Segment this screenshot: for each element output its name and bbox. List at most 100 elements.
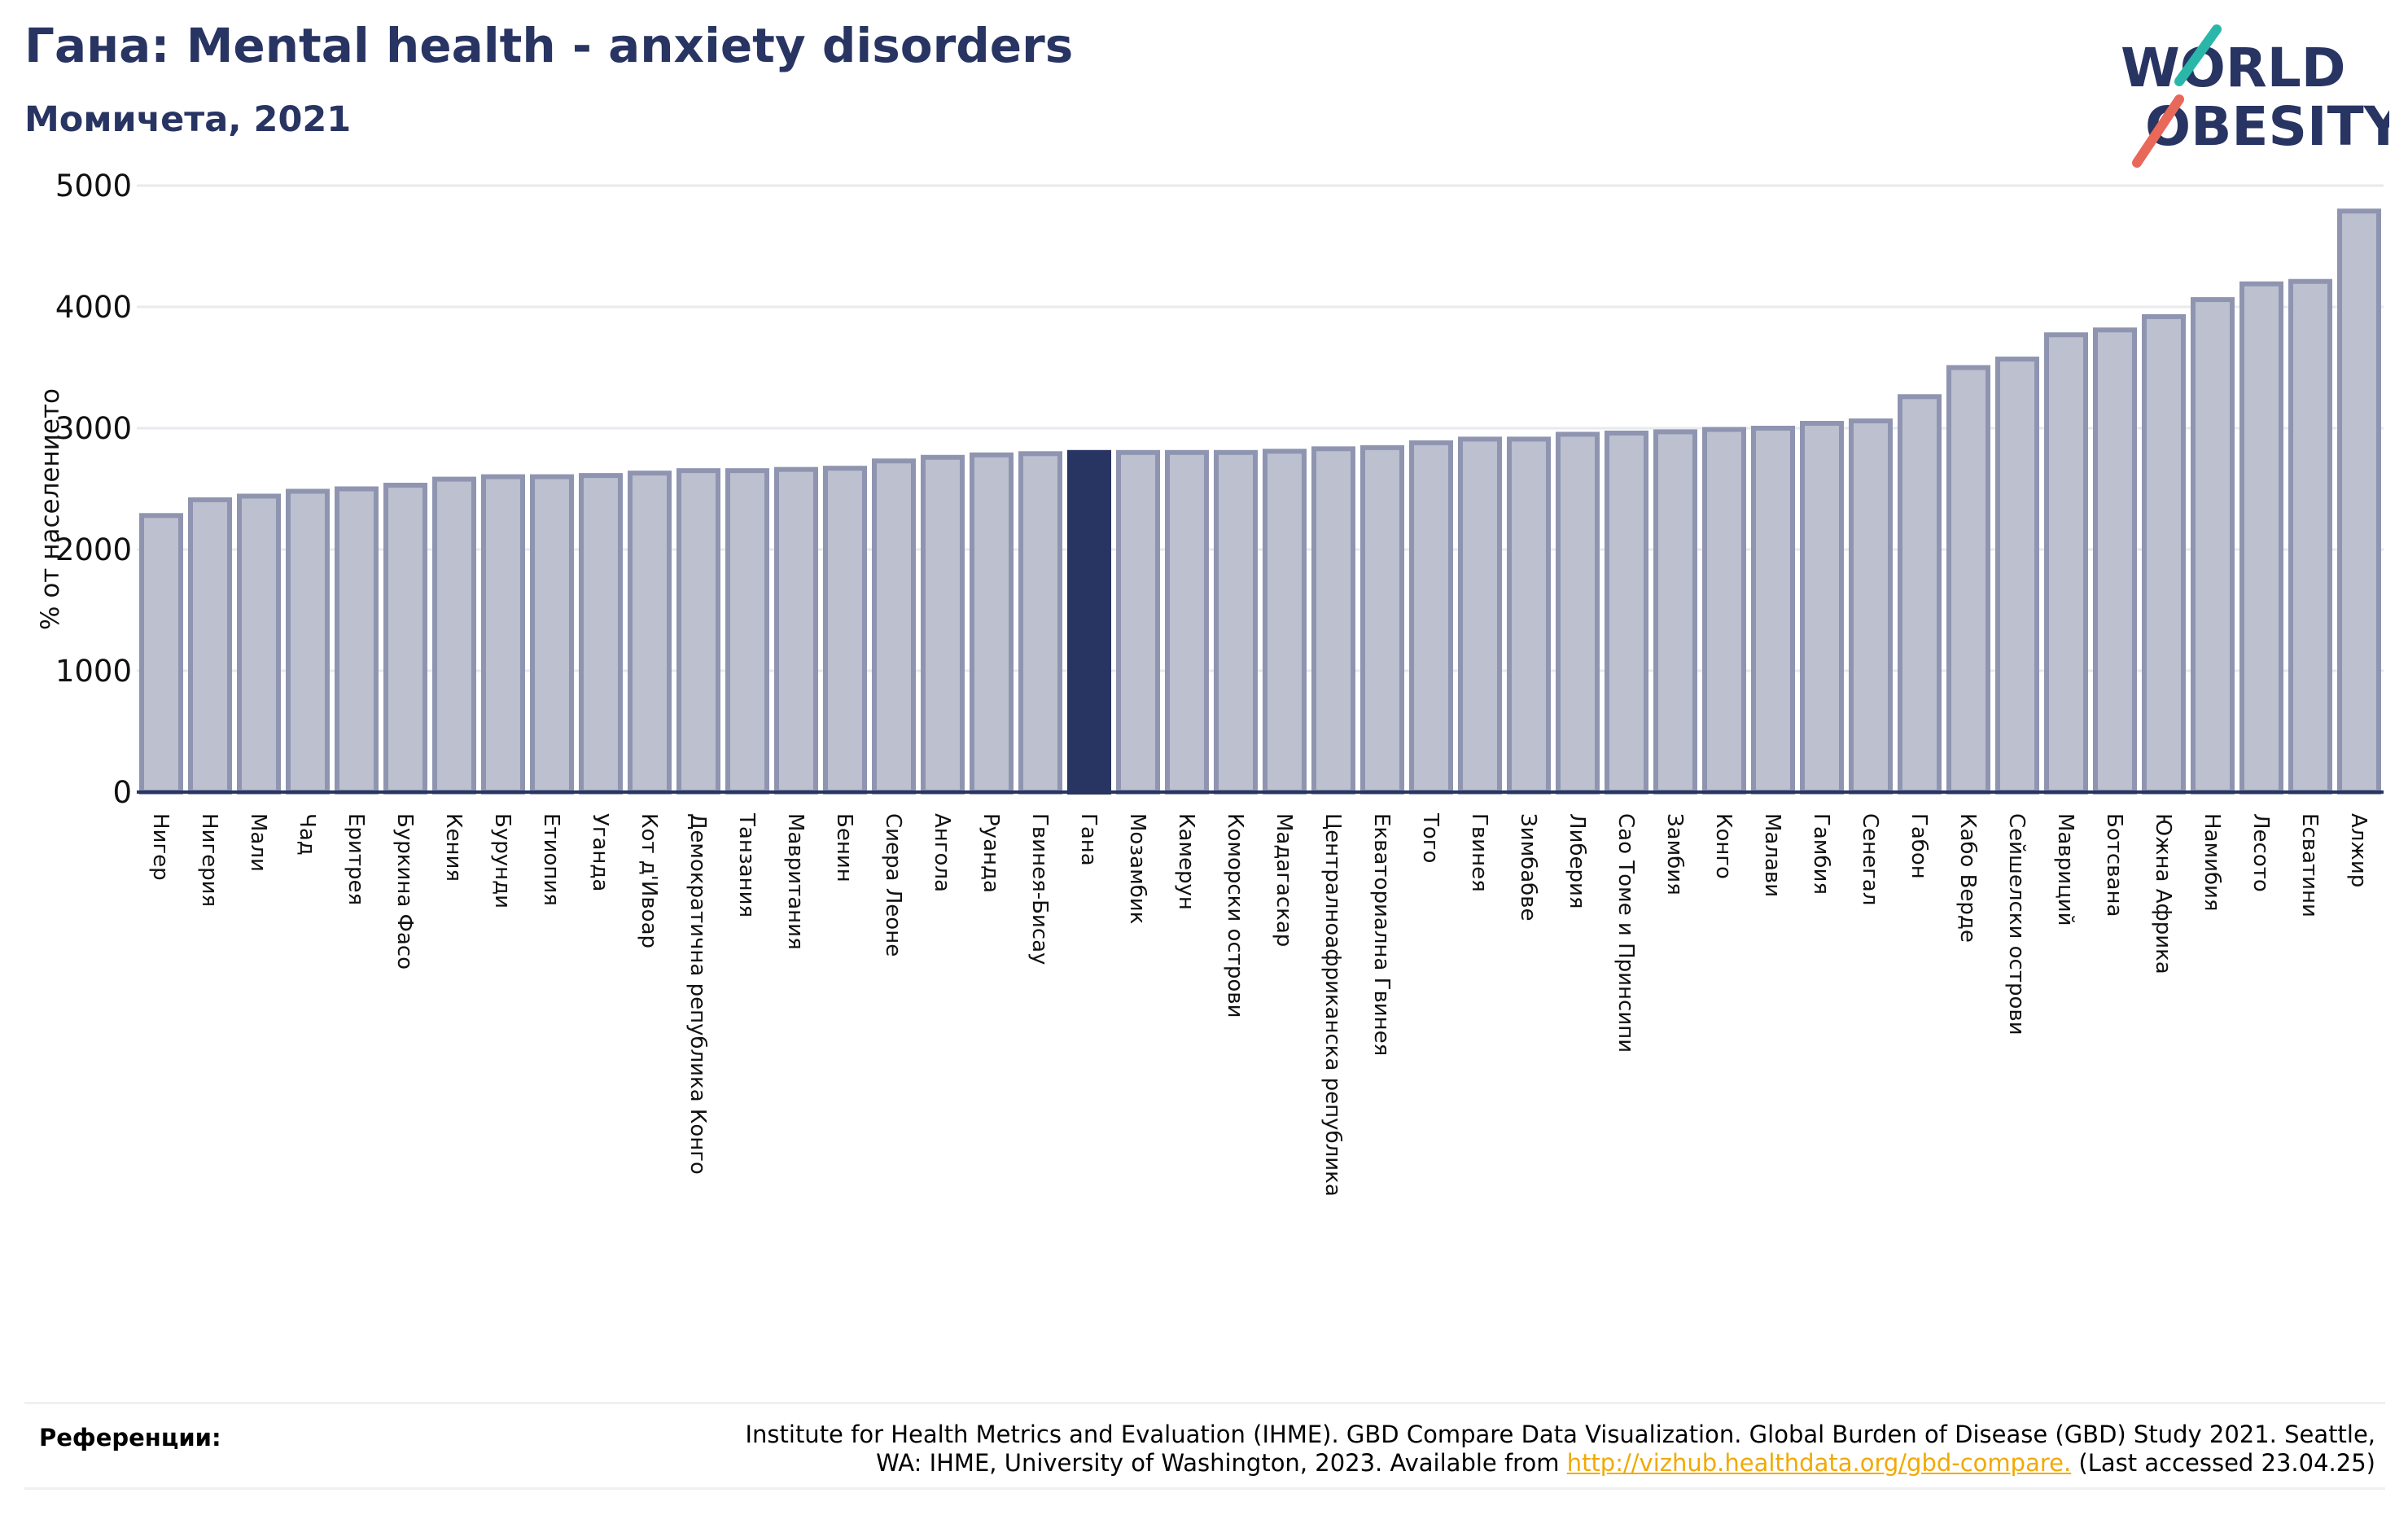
y-tick-label: 3000: [55, 411, 132, 446]
x-tick-label: Сиера Леоне: [881, 813, 905, 957]
bar: [579, 473, 623, 795]
bar: [1898, 394, 1942, 795]
bar: [1849, 418, 1893, 795]
bar: [335, 486, 379, 795]
x-tick-label: Мозамбик: [1125, 813, 1149, 924]
x-tick-label: Бурунди: [490, 813, 514, 908]
x-tick-label: Южна Африка: [2151, 813, 2175, 974]
x-tick-label: Коморски острови: [1223, 813, 1247, 1018]
x-tick-label: Гана: [1076, 813, 1101, 866]
x-tick-label: Танзания: [734, 812, 759, 917]
x-tick-label: Ангола: [930, 813, 954, 892]
bar: [286, 488, 330, 795]
references-link[interactable]: http://vizhub.healthdata.org/gbd-compare…: [1566, 1449, 2072, 1477]
bar: [1116, 449, 1160, 795]
x-tick-label: Малави: [1760, 813, 1784, 897]
x-tick-label: Мадагаскар: [1272, 813, 1296, 947]
x-tick-label: Гвинея-Бисау: [1027, 813, 1052, 965]
y-tick-label: 4000: [55, 290, 132, 325]
x-tick-label: Кот д'Ивоар: [637, 813, 661, 948]
x-tick-label: Буркина Фасо: [392, 813, 417, 970]
bar: [530, 474, 574, 795]
bar: [823, 466, 867, 795]
bar: [237, 493, 281, 795]
bar: [1751, 426, 1795, 795]
bar-chart: 0 1000 2000 3000 4000 5000 Нигер Нигерия Мали Чад…: [36, 169, 2384, 1197]
y-tick-label: 1000: [55, 654, 132, 689]
x-tick-label: Лесото: [2248, 813, 2273, 892]
x-tick-label: Гвинея: [1467, 813, 1491, 892]
bar: [383, 483, 427, 795]
bar: [2191, 297, 2235, 795]
bar: [725, 468, 769, 795]
y-tick-label: 0: [112, 775, 132, 810]
bar: [1946, 365, 1990, 795]
bar: [2093, 327, 2137, 795]
x-tick-label: Бенин: [832, 813, 856, 882]
bar: [1605, 430, 1648, 795]
bar: [1507, 436, 1551, 795]
x-tick-label: Мавритания: [783, 813, 808, 950]
logo-line1: WORLD: [2121, 37, 2346, 99]
y-axis-label: % от населението: [36, 388, 65, 630]
bar: [628, 471, 672, 795]
bar: [1409, 440, 1453, 795]
x-tick-label: Екваториална Гвинея: [1369, 813, 1394, 1056]
x-tick-label: Мали: [246, 813, 270, 872]
x-tick-label: Сао Томе и Принсипи: [1613, 813, 1638, 1053]
x-tick-label: Алжир: [2346, 813, 2371, 887]
y-tick-label: 2000: [55, 532, 132, 567]
bar: [1360, 444, 1404, 795]
x-tick-label: Намибия: [2200, 813, 2224, 912]
bar: [1653, 429, 1697, 795]
bar: [1165, 449, 1209, 795]
bar: [1556, 431, 1600, 795]
x-tick-label: Еритрея: [344, 813, 368, 905]
bar: [432, 476, 476, 795]
x-tick-label: Ботсвана: [2102, 813, 2126, 917]
bar: [970, 452, 1014, 795]
bar: [1800, 421, 1844, 795]
bar: [188, 497, 232, 795]
x-tick-label: Либерия: [1565, 813, 1589, 909]
world-obesity-logo: WORLD OBESITY: [2121, 24, 2389, 168]
x-tick-label: Кабо Верде: [1955, 813, 1980, 943]
references-line2-post: (Last accessed 23.04.25): [2071, 1449, 2375, 1477]
x-tick-label: Гамбия: [1809, 813, 1833, 895]
x-tick-label: Демократична република Конго: [685, 813, 710, 1175]
references-label: Референции:: [39, 1424, 221, 1451]
references-line1: Institute for Health Metrics and Evaluat…: [745, 1421, 2375, 1448]
bar: [774, 466, 818, 795]
x-tick-label: Централноафриканска република: [1320, 813, 1345, 1197]
x-tick-label: Кения: [441, 813, 466, 882]
x-tick-label: Конго: [1711, 813, 1736, 879]
x-tick-label: Уганда: [588, 813, 612, 891]
x-tick-label: Нигерия: [197, 813, 221, 907]
bar: [2288, 278, 2332, 795]
x-tick-label: Того: [1418, 812, 1443, 863]
x-tick-label: Камерун: [1174, 813, 1198, 910]
x-tick-label: Етиопия: [539, 813, 563, 906]
bar: [1458, 436, 1502, 795]
bar: [921, 454, 965, 795]
x-tick-label: Сейшелски острови: [2004, 813, 2029, 1035]
bar: [2239, 281, 2283, 795]
x-tick-label: Зимбабве: [1516, 813, 1540, 922]
references-text: Institute for Health Metrics and Evaluat…: [601, 1421, 2375, 1478]
bar: [1018, 451, 1062, 795]
bar: [2337, 208, 2381, 795]
bar: [1214, 449, 1258, 795]
bar: [1995, 357, 2039, 795]
chart-subtitle: Момичета, 2021: [24, 99, 352, 140]
bar: [1311, 446, 1355, 795]
bar: [1263, 449, 1307, 795]
chart-title: Гана: Mental health - anxiety disorders: [24, 18, 1074, 73]
x-tick-label: Замбия: [1662, 813, 1687, 895]
x-tick-label: Габон: [1907, 813, 1931, 879]
x-tick-label: Нигер: [148, 813, 173, 881]
bar: [1702, 427, 1746, 795]
x-tick-label: Руанда: [979, 813, 1003, 893]
bar: [2142, 313, 2186, 795]
logo-line2: OBESITY: [2145, 95, 2389, 158]
bar: [676, 468, 720, 795]
